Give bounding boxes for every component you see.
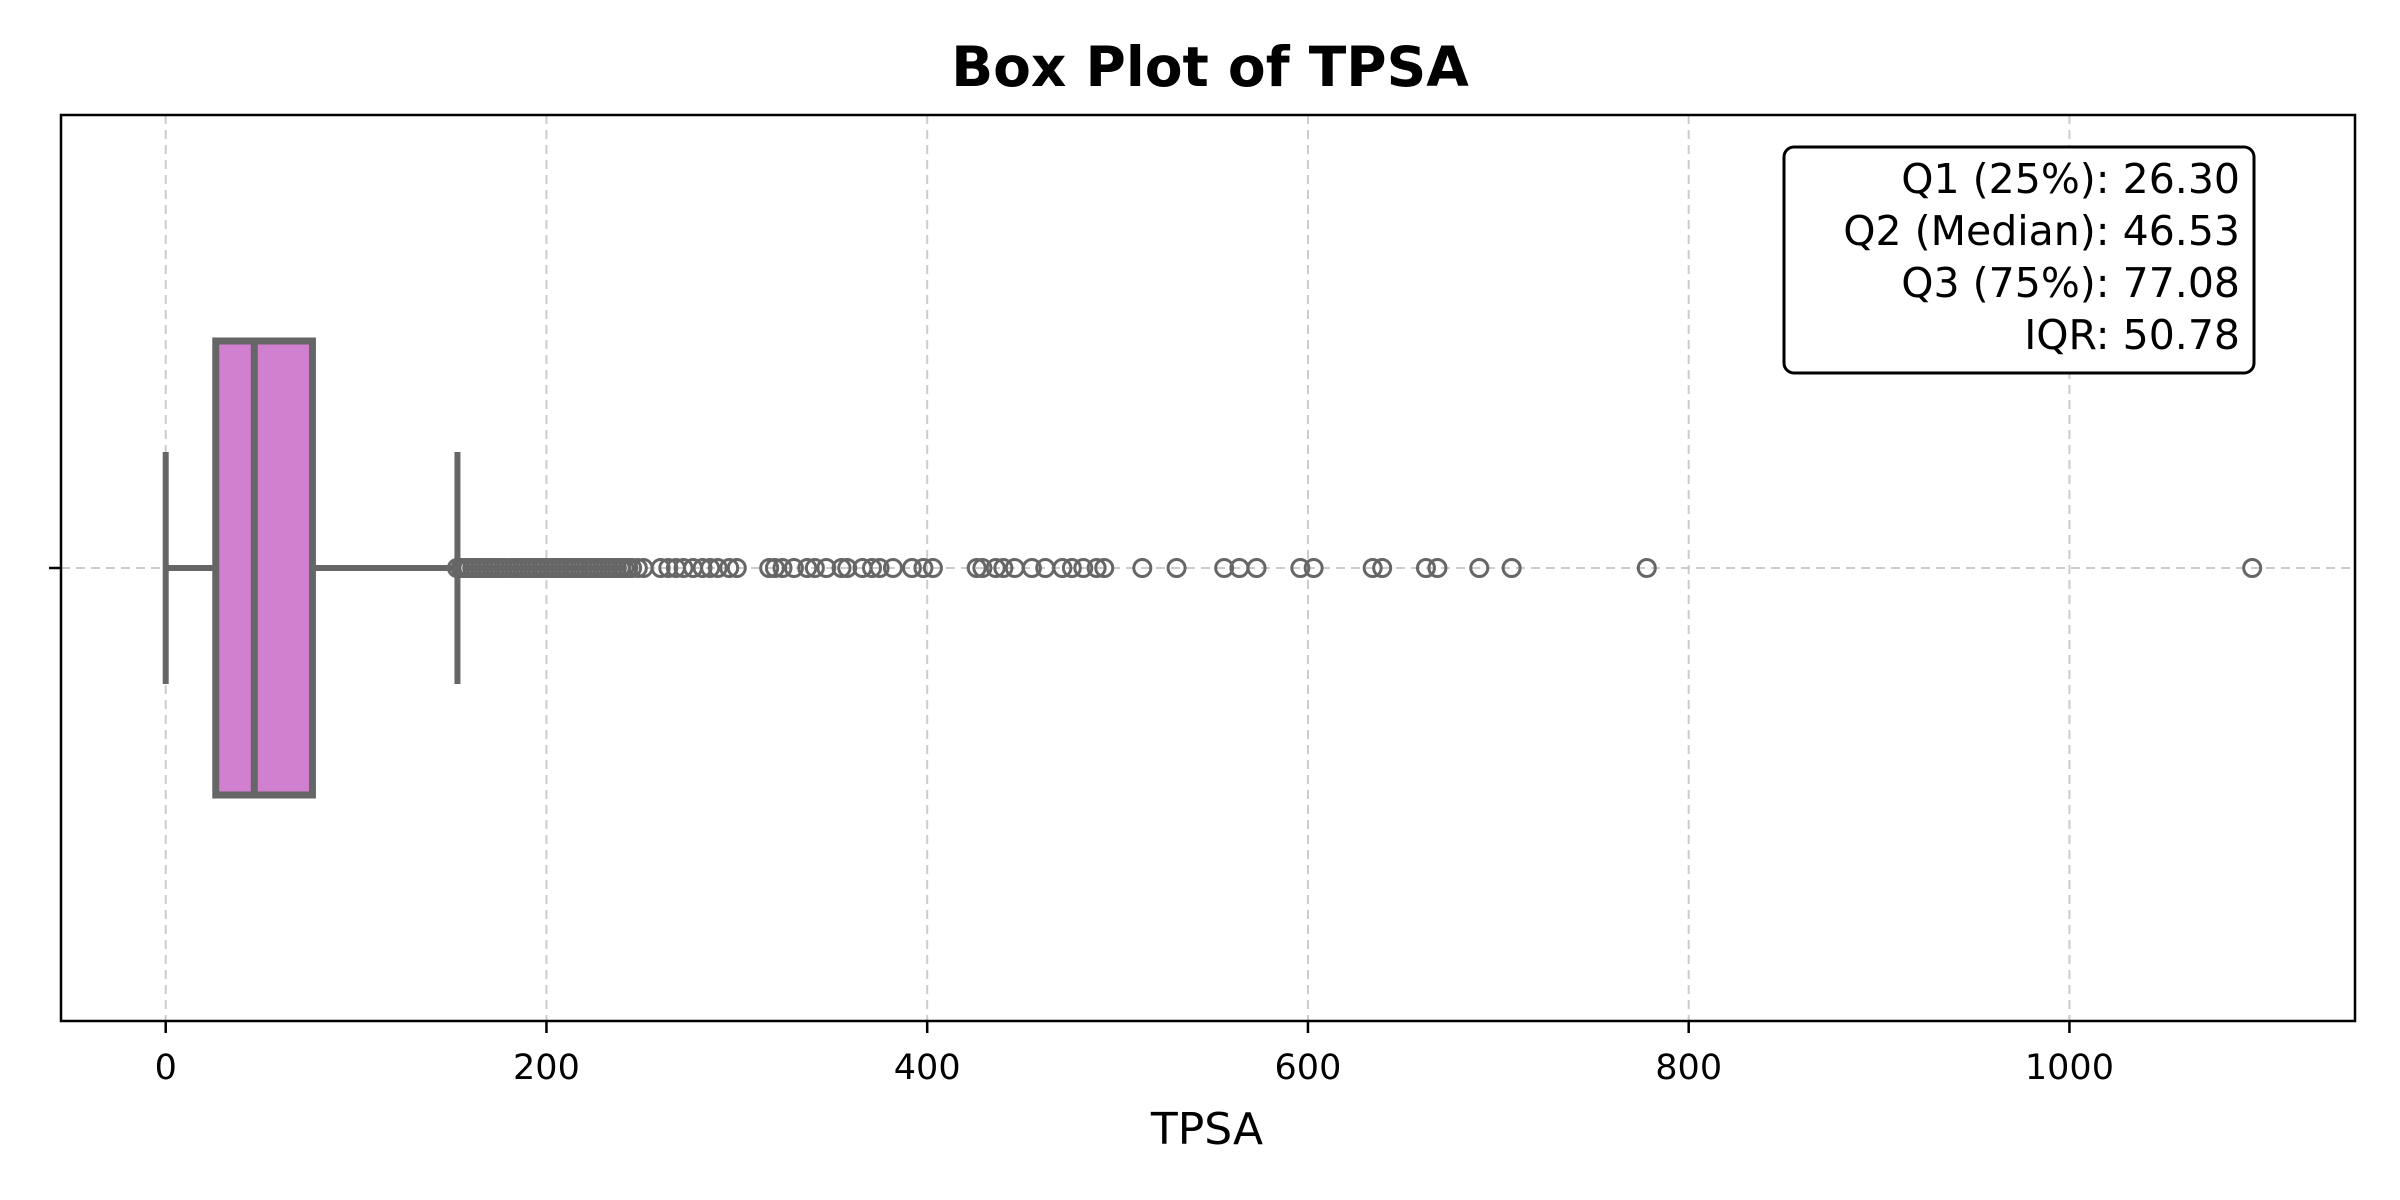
outlier-point bbox=[726, 558, 747, 578]
stats-q1: Q1 (25%): 26.30 bbox=[1901, 155, 2240, 203]
outlier-point bbox=[1061, 558, 1082, 578]
outlier-point bbox=[759, 558, 780, 578]
stats-median: Q2 (Median): 46.53 bbox=[1843, 207, 2240, 255]
stats-box: Q1 (25%): 26.30 Q2 (Median): 46.53 Q3 (7… bbox=[1782, 145, 2256, 375]
outlier-point bbox=[882, 558, 903, 578]
outlier-point bbox=[985, 558, 1006, 578]
x-axis-title: TPSA bbox=[1150, 1104, 1263, 1155]
outlier-point bbox=[1362, 558, 1383, 578]
outlier-point bbox=[764, 558, 785, 578]
outlier-point bbox=[692, 558, 713, 578]
x-tick-label: 0 bbox=[155, 1048, 177, 1088]
outlier-point bbox=[1469, 558, 1490, 578]
outlier-point bbox=[797, 558, 818, 578]
outlier-point bbox=[913, 558, 934, 578]
plot-area bbox=[162, 337, 2263, 799]
outlier-point bbox=[1636, 558, 1657, 578]
outlier-point bbox=[869, 558, 890, 578]
outlier-point bbox=[922, 558, 943, 578]
outlier-point bbox=[837, 558, 858, 578]
outlier-point bbox=[993, 558, 1014, 578]
outlier-point bbox=[1372, 558, 1393, 578]
stats-box-frame bbox=[1782, 145, 2256, 375]
outlier-point bbox=[972, 558, 993, 578]
outlier-point bbox=[1246, 558, 1267, 578]
stats-q3: Q3 (75%): 77.08 bbox=[1901, 259, 2240, 307]
x-axis: 0 200 400 600 800 1000 bbox=[49, 566, 2114, 1088]
chart-title: Box Plot of TPSA bbox=[951, 35, 1469, 99]
outlier-point bbox=[1166, 558, 1187, 578]
outlier-point bbox=[804, 558, 825, 578]
outlier-point bbox=[816, 558, 837, 578]
outlier-point bbox=[901, 558, 922, 578]
x-tick-label: 600 bbox=[1275, 1048, 1342, 1088]
outlier-point bbox=[673, 558, 694, 578]
stats-iqr: IQR: 50.78 bbox=[2024, 311, 2240, 359]
x-tick-label: 400 bbox=[894, 1048, 961, 1088]
outlier-point bbox=[1415, 558, 1436, 578]
outlier-point bbox=[719, 558, 740, 578]
x-tick-label: 800 bbox=[1655, 1048, 1722, 1088]
outlier-point bbox=[966, 558, 987, 578]
outlier-point bbox=[1303, 558, 1324, 578]
outlier-point bbox=[707, 558, 728, 578]
outlier-point bbox=[658, 558, 679, 578]
outlier-point bbox=[831, 558, 852, 578]
outlier-point bbox=[1086, 558, 1107, 578]
outlier-point bbox=[1501, 558, 1522, 578]
outlier-point bbox=[1094, 558, 1115, 578]
x-tick-label: 200 bbox=[513, 1048, 580, 1088]
outlier-point bbox=[627, 558, 648, 578]
outlier-point bbox=[1132, 558, 1153, 578]
outlier-point bbox=[783, 558, 804, 578]
outlier-point bbox=[2242, 558, 2263, 578]
outlier-point bbox=[1427, 558, 1448, 578]
outlier-point bbox=[772, 558, 793, 578]
outlier-point bbox=[861, 558, 882, 578]
outlier-point bbox=[622, 558, 643, 578]
outlier-point bbox=[1073, 558, 1094, 578]
outlier-point bbox=[1052, 558, 1073, 578]
iqr-box bbox=[212, 337, 316, 799]
outlier-point bbox=[1290, 558, 1311, 578]
x-tick-label: 1000 bbox=[2025, 1048, 2114, 1088]
outlier-point bbox=[650, 558, 671, 578]
outlier-point bbox=[700, 558, 721, 578]
outlier-point bbox=[1021, 558, 1042, 578]
outlier-point bbox=[1214, 558, 1235, 578]
